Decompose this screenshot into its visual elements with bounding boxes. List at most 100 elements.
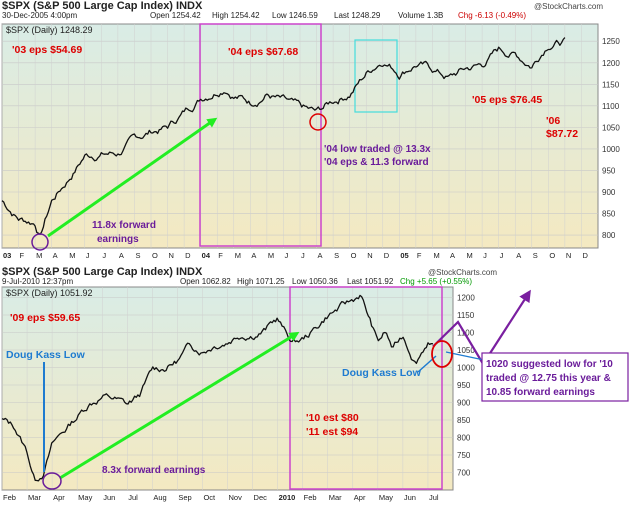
top-watermark: @StockCharts.com (534, 2, 603, 11)
x-tick-label: J (284, 251, 288, 260)
y-tick-label: 1100 (457, 329, 475, 338)
x-tick-label: A (450, 251, 455, 260)
x-tick-label: O (351, 251, 357, 260)
x-tick-label: May (379, 493, 393, 502)
y-tick-label: 1200 (457, 294, 475, 303)
x-tick-label: M (36, 251, 42, 260)
bottom-header-high: High 1071.25 (237, 277, 285, 286)
x-tick-label: J (500, 251, 504, 260)
x-tick-label: N (566, 251, 571, 260)
bottom-note-line2: traded @ 12.75 this year & (486, 373, 611, 384)
x-tick-label: Mar (28, 493, 41, 502)
x-tick-label: Feb (304, 493, 317, 502)
x-tick-label: F (417, 251, 422, 260)
x-tick-label: J (301, 251, 305, 260)
bottom-header-last: Last 1051.92 (347, 277, 394, 286)
x-tick-label: S (334, 251, 339, 260)
y-tick-label: 850 (457, 416, 471, 425)
top-header-chg: Chg -6.13 (-0.49%) (458, 11, 526, 20)
top-header-last: Last 1248.29 (334, 11, 381, 20)
x-tick-label: Oct (203, 493, 216, 502)
top-price-line (1, 37, 566, 235)
x-tick-label: A (119, 251, 124, 260)
top-header-row: 30-Dec-2005 4:00pm Open 1254.42 High 125… (2, 11, 526, 20)
y-tick-label: 800 (602, 231, 616, 240)
x-tick-label: O (152, 251, 158, 260)
y-tick-label: 1200 (602, 59, 620, 68)
x-tick-label: M (467, 251, 473, 260)
x-tick-label: J (86, 251, 90, 260)
bottom-2009-low-circle (42, 472, 62, 490)
top-chart-title: $SPX (S&P 500 Large Cap Index) INDX (2, 0, 203, 12)
y-tick-label: 1150 (602, 80, 620, 89)
y-tick-label: 950 (457, 381, 471, 390)
y-tick-label: 1150 (457, 311, 475, 320)
x-tick-label: 03 (3, 251, 11, 260)
bottom-header-low: Low 1050.36 (292, 277, 338, 286)
bottom-y-axis: 700 750 800 850 900 950 1000 1050 1100 1150 1200 (457, 294, 475, 478)
top-forward-note-line1: 11.8x forward (92, 220, 156, 231)
x-tick-label: Jul (429, 493, 439, 502)
bottom-x-axis: Feb Mar Apr May Jun Jul Aug Sep Oct Nov Dec 2010 Feb… (3, 493, 439, 502)
x-tick-label: N (169, 251, 174, 260)
y-tick-label: 900 (602, 188, 616, 197)
top-header-low: Low 1246.59 (272, 11, 318, 20)
top-2003-low-circle (31, 233, 49, 251)
top-2004-highlight-box (199, 23, 322, 247)
top-header-high: High 1254.42 (212, 11, 260, 20)
x-tick-label: Jul (128, 493, 138, 502)
x-tick-label: S (135, 251, 140, 260)
x-tick-label: Jun (404, 493, 416, 502)
x-tick-label: F (218, 251, 223, 260)
x-tick-label: O (549, 251, 555, 260)
bottom-forward-note: 8.3x forward earnings (102, 465, 206, 476)
x-tick-label: A (516, 251, 521, 260)
x-tick-label: D (582, 251, 588, 260)
bottom-header-date: 9-Jul-2010 12:37pm (2, 277, 73, 286)
bottom-chart: $SPX (S&P 500 Large Cap Index) INDX @Sto… (1, 266, 629, 502)
top-x-axis: 03 F M A M J J A S O N D 04 F M A M J J A S O N D 05 F M A M J J A S O N D (3, 251, 588, 260)
y-tick-label: 900 (457, 399, 471, 408)
bottom-header-chg: Chg +5.65 (+0.55%) (400, 277, 472, 286)
bottom-green-arrow (59, 331, 300, 480)
x-tick-label: 05 (400, 251, 408, 260)
top-chart: $SPX (S&P 500 Large Cap Index) INDX @Sto… (1, 0, 620, 260)
top-eps-03: '03 eps $54.69 (12, 44, 82, 56)
bottom-chart-title: $SPX (S&P 500 Large Cap Index) INDX (2, 266, 203, 278)
top-y-axis: 800 850 900 950 1000 1050 1100 1150 1200 1250 (602, 37, 620, 240)
x-tick-label: 2010 (279, 493, 296, 502)
bottom-est-11: '11 est $94 (306, 426, 358, 438)
bottom-header-row: 9-Jul-2010 12:37pm Open 1062.82 High 107… (2, 277, 472, 286)
y-tick-label: 950 (602, 166, 616, 175)
top-legend: $SPX (Daily) 1248.29 (6, 25, 93, 35)
x-tick-label: M (268, 251, 274, 260)
x-tick-label: S (533, 251, 538, 260)
x-tick-label: A (53, 251, 58, 260)
bottom-doug-kass-low-right: Doug Kass Low (342, 367, 422, 379)
x-tick-label: Apr (53, 493, 65, 502)
x-tick-label: A (318, 251, 323, 260)
x-tick-label: Mar (329, 493, 342, 502)
top-2004-low-note-line1: '04 low traded @ 13.3x (324, 144, 431, 155)
x-tick-label: A (251, 251, 256, 260)
bottom-eps-09: '09 eps $59.65 (10, 312, 80, 324)
y-tick-label: 1100 (602, 102, 620, 111)
y-tick-label: 750 (457, 451, 471, 460)
bottom-price-line (1, 294, 434, 482)
top-forward-note-line2: earnings (97, 234, 139, 245)
bottom-2010-highlight-box (289, 286, 443, 490)
top-eps-04: '04 eps $67.68 (228, 46, 298, 58)
bottom-gridlines (1, 287, 453, 490)
bottom-header-open: Open 1062.82 (180, 277, 231, 286)
x-tick-label: Feb (3, 493, 16, 502)
y-tick-label: 1000 (602, 145, 620, 154)
x-tick-label: Sep (178, 493, 191, 502)
y-tick-label: 700 (457, 469, 471, 478)
x-tick-label: Nov (229, 493, 243, 502)
x-tick-label: Jun (103, 493, 115, 502)
x-tick-label: J (102, 251, 106, 260)
top-eps-06-label: '06 (546, 115, 560, 127)
y-tick-label: 800 (457, 434, 471, 443)
bottom-2010-low-circle (431, 340, 453, 368)
